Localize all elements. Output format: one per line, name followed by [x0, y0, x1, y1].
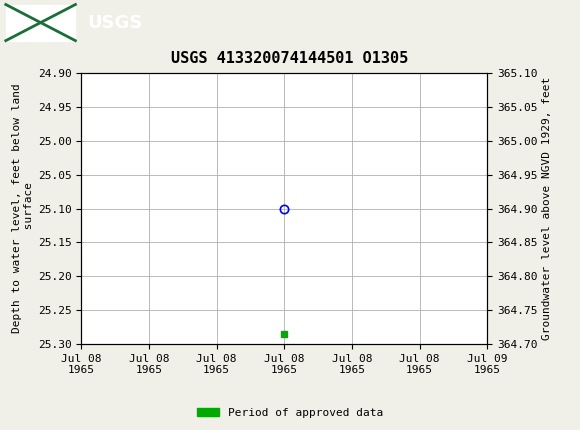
Bar — [6, 4, 75, 41]
Y-axis label: Depth to water level, feet below land
 surface: Depth to water level, feet below land su… — [12, 84, 34, 333]
Y-axis label: Groundwater level above NGVD 1929, feet: Groundwater level above NGVD 1929, feet — [542, 77, 552, 340]
Text: USGS 413320074144501 O1305: USGS 413320074144501 O1305 — [171, 51, 409, 65]
Legend: Period of approved data: Period of approved data — [193, 403, 387, 422]
Text: USGS: USGS — [87, 14, 142, 31]
